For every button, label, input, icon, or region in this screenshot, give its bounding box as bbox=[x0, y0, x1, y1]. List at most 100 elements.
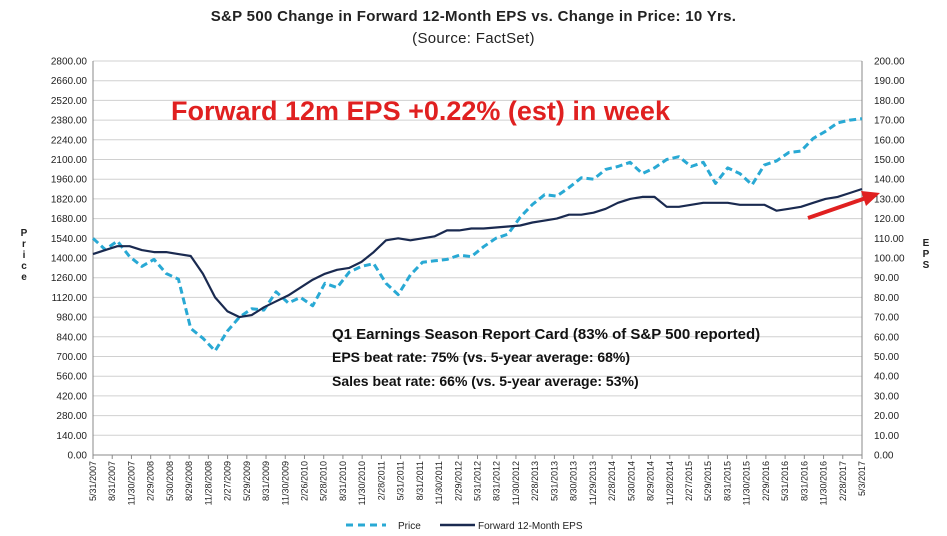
x-tick-label: 2/29/2012 bbox=[453, 461, 463, 501]
red-arrow bbox=[807, 191, 880, 220]
x-tick-label: 5/31/2007 bbox=[88, 461, 98, 501]
right-tick-label: 180.00 bbox=[874, 96, 905, 107]
right-tick-label: 120.00 bbox=[874, 214, 905, 225]
x-tick-label: 2/27/2015 bbox=[684, 461, 694, 501]
right-tick-label: 140.00 bbox=[874, 175, 905, 186]
left-tick-label: 1540.00 bbox=[51, 234, 88, 245]
x-tick-label: 11/30/2009 bbox=[280, 461, 290, 505]
x-tick-label: 8/31/2012 bbox=[492, 461, 502, 501]
right-tick-label: 90.00 bbox=[874, 273, 899, 284]
x-tick-label: 5/31/2011 bbox=[396, 461, 406, 500]
eps-beat-rate: EPS beat rate: 75% (vs. 5-year average: … bbox=[332, 349, 630, 365]
left-tick-label: 140.00 bbox=[56, 431, 87, 442]
left-tick-label: 1400.00 bbox=[51, 254, 88, 265]
left-tick-label: 2240.00 bbox=[51, 135, 88, 146]
right-tick-label: 80.00 bbox=[874, 293, 899, 304]
right-axis-ticks: 0.00 10.00 20.00 30.00 40.00 50.00 60.00 70.00 8… bbox=[874, 57, 905, 462]
left-tick-label: 2660.00 bbox=[51, 76, 88, 87]
x-axis-ticks: 5/31/2007 8/31/2007 11/30/2007 2/29/2008 5/3… bbox=[88, 455, 867, 505]
grid-lines bbox=[92, 60, 863, 456]
right-tick-label: 30.00 bbox=[874, 391, 899, 402]
sales-beat-rate: Sales beat rate: 66% (vs. 5-year average… bbox=[332, 373, 639, 389]
x-tick-label: 5/31/2012 bbox=[473, 461, 483, 501]
x-tick-label: 11/30/2010 bbox=[357, 461, 367, 505]
right-tick-label: 170.00 bbox=[874, 116, 905, 127]
x-tick-label: 11/30/2016 bbox=[819, 461, 829, 505]
left-tick-label: 700.00 bbox=[56, 352, 87, 363]
right-tick-label: 100.00 bbox=[874, 254, 905, 265]
eps-week-annotation: Forward 12m EPS +0.22% (est) in week bbox=[171, 96, 671, 126]
x-tick-label: 11/28/2008 bbox=[203, 461, 213, 505]
right-tick-label: 0.00 bbox=[874, 451, 894, 462]
right-tick-label: 50.00 bbox=[874, 352, 899, 363]
x-tick-label: 5/29/2009 bbox=[242, 461, 252, 501]
chart-subtitle: (Source: FactSet) bbox=[412, 30, 535, 47]
x-tick-label: 8/31/2011 bbox=[415, 461, 425, 500]
x-tick-label: 11/28/2014 bbox=[665, 461, 675, 505]
x-tick-label: 8/31/2009 bbox=[261, 461, 271, 501]
left-tick-label: 2380.00 bbox=[51, 116, 88, 127]
left-tick-label: 2100.00 bbox=[51, 155, 88, 166]
left-tick-label: 1960.00 bbox=[51, 175, 88, 186]
legend-eps-label: Forward 12-Month EPS bbox=[478, 521, 583, 532]
x-tick-label: 8/30/2013 bbox=[569, 461, 579, 501]
report-card-title: Q1 Earnings Season Report Card (83% of S… bbox=[332, 326, 760, 343]
x-tick-label: 8/31/2015 bbox=[722, 461, 732, 501]
legend-price-label: Price bbox=[398, 521, 421, 532]
left-tick-label: 280.00 bbox=[56, 411, 87, 422]
right-tick-label: 40.00 bbox=[874, 372, 899, 383]
x-tick-label: 8/31/2007 bbox=[107, 461, 117, 501]
left-axis-ticks: 0.00 140.00 280.00 420.00 560.00 700.00 840.00… bbox=[51, 57, 88, 462]
left-tick-label: 1260.00 bbox=[51, 273, 88, 284]
left-tick-label: 1680.00 bbox=[51, 214, 88, 225]
x-tick-label: 5/29/2015 bbox=[703, 461, 713, 501]
x-tick-label: 2/29/2016 bbox=[761, 461, 771, 501]
right-tick-label: 110.00 bbox=[874, 234, 904, 245]
right-tick-label: 70.00 bbox=[874, 313, 899, 324]
left-tick-label: 980.00 bbox=[56, 313, 87, 324]
x-tick-label: 5/31/2013 bbox=[549, 461, 559, 501]
right-tick-label: 200.00 bbox=[874, 57, 905, 68]
chart-title: S&P 500 Change in Forward 12-Month EPS v… bbox=[210, 8, 737, 25]
x-tick-label: 5/28/2010 bbox=[319, 461, 329, 501]
eps-series-line bbox=[92, 187, 863, 319]
x-tick-label: 2/28/2017 bbox=[838, 461, 848, 501]
x-tick-label: 8/29/2014 bbox=[646, 461, 656, 501]
x-tick-label: 5/31/2016 bbox=[780, 461, 790, 501]
x-tick-label: 8/31/2016 bbox=[799, 461, 809, 501]
x-tick-label: 8/29/2008 bbox=[184, 461, 194, 501]
left-tick-label: 2800.00 bbox=[51, 57, 88, 68]
right-tick-label: 150.00 bbox=[874, 155, 905, 166]
right-tick-label: 60.00 bbox=[874, 332, 899, 343]
right-tick-label: 20.00 bbox=[874, 411, 899, 422]
right-tick-label: 160.00 bbox=[874, 135, 905, 146]
x-tick-label: 11/29/2013 bbox=[588, 461, 598, 505]
left-tick-label: 1820.00 bbox=[51, 194, 88, 205]
x-tick-label: 11/30/2011 bbox=[434, 461, 444, 505]
left-tick-label: 2520.00 bbox=[51, 96, 88, 107]
legend: Price Forward 12-Month EPS bbox=[346, 521, 583, 532]
right-tick-label: 190.00 bbox=[874, 76, 905, 87]
left-tick-label: 0.00 bbox=[68, 451, 88, 462]
x-tick-label: 8/31/2010 bbox=[338, 461, 348, 501]
series-lines bbox=[91, 117, 863, 353]
left-tick-label: 840.00 bbox=[56, 332, 87, 343]
x-tick-label: 2/27/2009 bbox=[223, 461, 233, 501]
x-tick-label: 2/29/2008 bbox=[146, 461, 156, 501]
x-tick-label: 5/3/2017 bbox=[857, 461, 867, 496]
x-tick-label: 11/30/2012 bbox=[511, 461, 521, 505]
price-series-line bbox=[91, 117, 863, 353]
x-tick-label: 2/26/2010 bbox=[299, 461, 309, 501]
right-tick-label: 10.00 bbox=[874, 431, 899, 442]
x-tick-label: 11/30/2007 bbox=[126, 461, 136, 505]
x-tick-label: 2/28/2014 bbox=[607, 461, 617, 501]
x-tick-label: 5/30/2008 bbox=[165, 461, 175, 501]
left-tick-label: 420.00 bbox=[56, 391, 87, 402]
left-tick-label: 560.00 bbox=[56, 372, 87, 383]
right-tick-label: 130.00 bbox=[874, 194, 905, 205]
x-tick-label: 11/30/2015 bbox=[742, 461, 752, 505]
x-tick-label: 5/30/2014 bbox=[626, 461, 636, 501]
